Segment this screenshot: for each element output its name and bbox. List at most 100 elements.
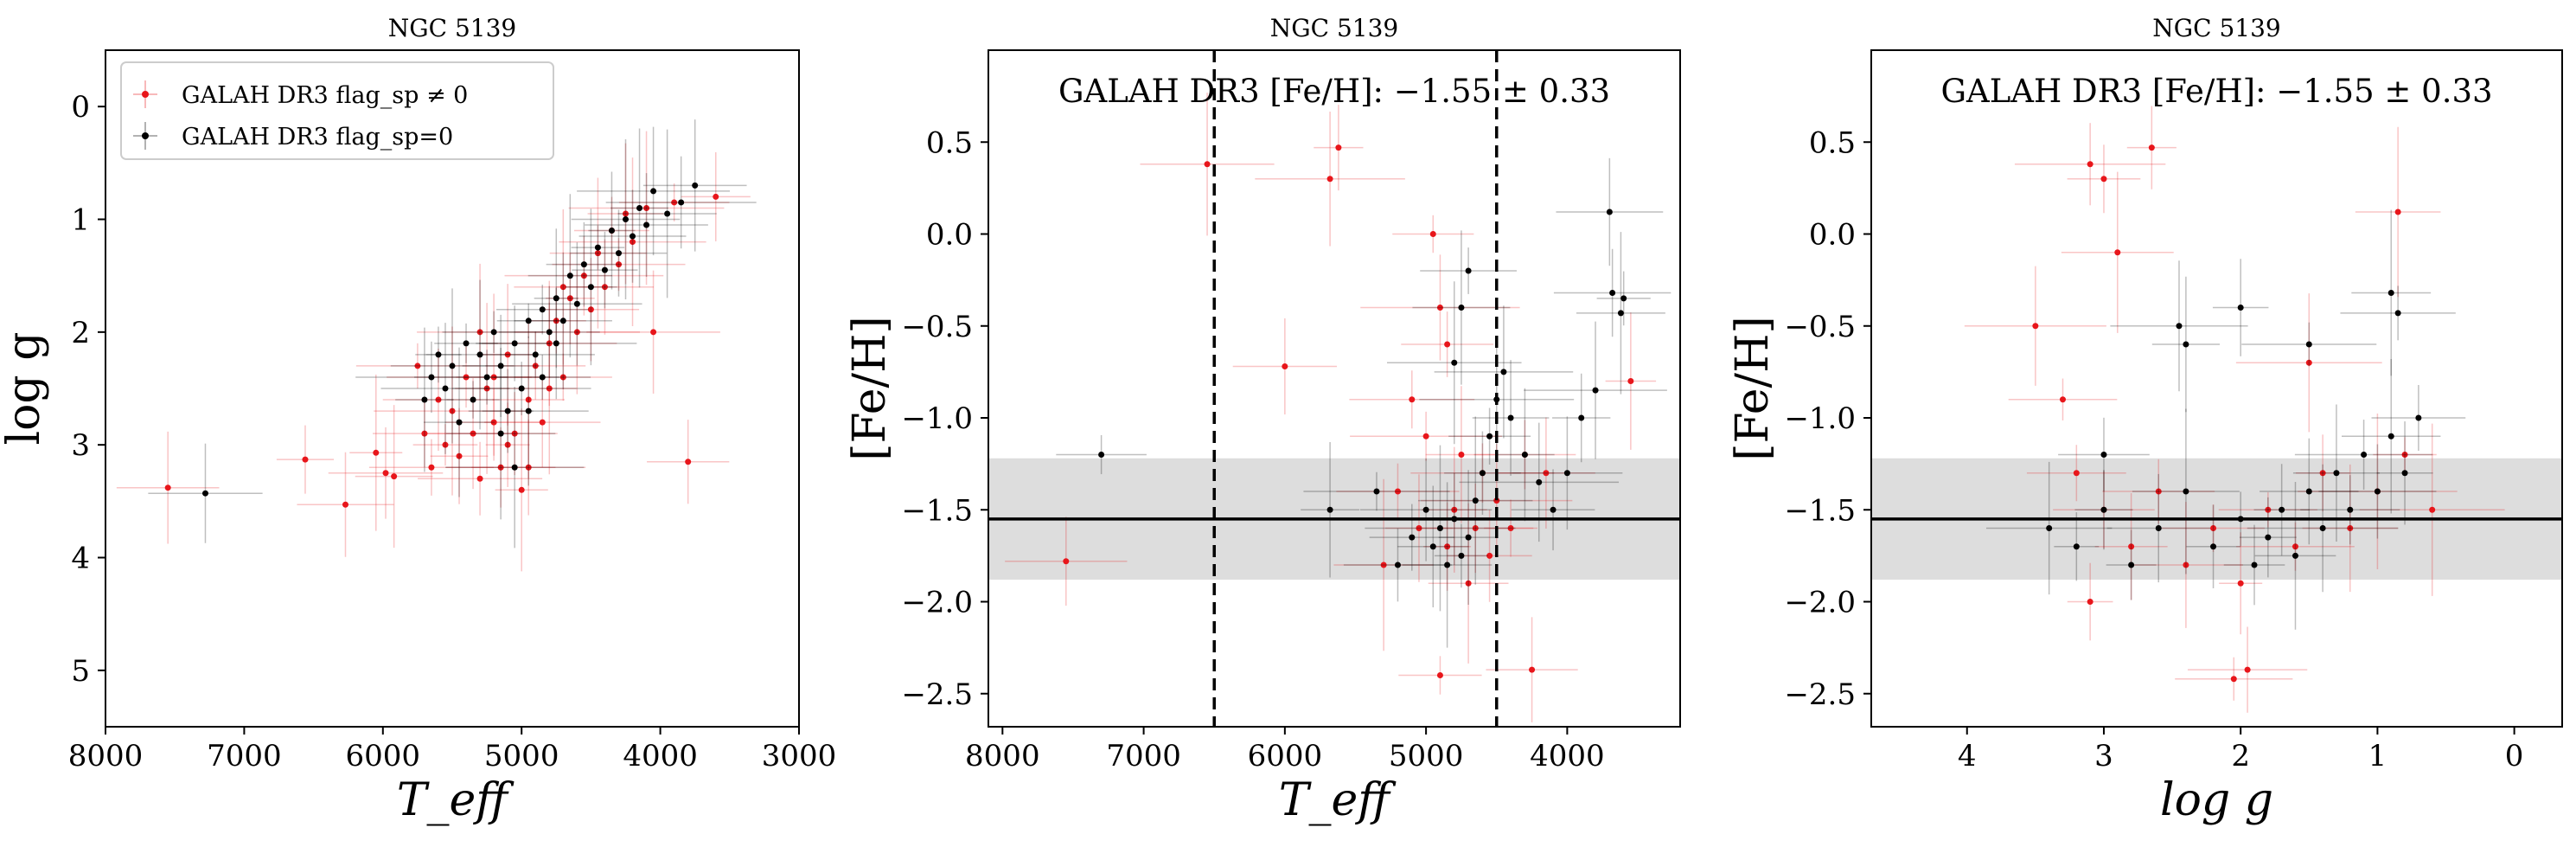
data-point: [559, 318, 566, 324]
x-tick-label: 4000: [623, 739, 698, 773]
data-point: [2387, 433, 2394, 440]
x-tick-label: 7000: [1106, 739, 1181, 773]
data-point: [421, 396, 428, 403]
data-point: [1436, 672, 1443, 678]
data-point: [442, 385, 449, 392]
data-point: [630, 233, 636, 240]
data-point: [490, 419, 497, 426]
data-point: [2183, 341, 2189, 348]
data-point: [2279, 506, 2285, 513]
data-point: [650, 329, 657, 336]
data-point: [1409, 396, 1416, 403]
data-point: [342, 501, 348, 508]
data-point: [1578, 414, 1585, 421]
data-point: [2100, 452, 2107, 458]
data-point: [2087, 161, 2093, 168]
y-tick-label: −1.0: [901, 401, 973, 436]
data-point: [449, 363, 456, 369]
series-0: [1005, 93, 1657, 722]
x-tick-label: 7000: [207, 739, 282, 773]
data-point: [1543, 470, 1550, 477]
data-point: [1394, 488, 1401, 495]
data-point: [664, 210, 671, 217]
data-point: [601, 284, 608, 291]
y-tick-label: −1.5: [901, 493, 973, 528]
x-axis-label: T_eff: [397, 774, 515, 826]
x-tick-label: 4: [1958, 739, 1977, 773]
y-tick-label: 0.5: [926, 125, 973, 160]
data-point: [539, 419, 546, 426]
y-tick-label: −2.0: [1784, 586, 1856, 620]
data-point: [587, 284, 594, 291]
data-point: [678, 199, 685, 206]
x-tick-label: 8000: [68, 739, 144, 773]
data-point: [2347, 506, 2354, 513]
y-tick-label: 4: [71, 542, 90, 576]
y-tick-label: −1.5: [1784, 493, 1856, 528]
data-point: [566, 273, 573, 279]
data-point: [2148, 144, 2155, 151]
data-point: [1529, 666, 1536, 673]
data-point: [456, 419, 463, 426]
data-point: [1204, 161, 1211, 168]
data-point: [1409, 534, 1416, 541]
data-point: [1550, 506, 1556, 513]
data-point: [532, 351, 539, 358]
data-point: [553, 295, 559, 302]
y-tick-label: −2.5: [901, 677, 973, 712]
data-point: [2183, 488, 2189, 495]
y-axis-label: log g: [0, 331, 50, 445]
data-point: [1451, 506, 1458, 513]
data-point: [476, 351, 483, 358]
y-tick-label: 0.0: [926, 218, 973, 253]
data-point: [623, 216, 629, 222]
data-point: [1609, 290, 1616, 296]
data-point: [580, 261, 587, 268]
data-point: [504, 407, 511, 414]
data-point: [685, 459, 692, 465]
data-point: [511, 464, 518, 471]
data-point: [2319, 525, 2326, 531]
data-point: [2073, 470, 2080, 477]
data-point: [1458, 452, 1465, 458]
data-point: [573, 300, 580, 307]
data-point: [1458, 305, 1465, 311]
data-point: [1373, 488, 1380, 495]
data-point: [1451, 359, 1458, 366]
data-point: [1394, 561, 1401, 568]
data-point: [539, 306, 546, 313]
data-point: [1486, 433, 1493, 440]
data-point: [1416, 525, 1422, 531]
data-point: [2394, 310, 2401, 317]
data-point: [373, 449, 380, 456]
data-point: [2128, 543, 2135, 550]
data-point: [1620, 295, 1627, 302]
data-point: [1521, 452, 1528, 458]
data-point: [1507, 525, 1514, 531]
data-point: [428, 374, 435, 381]
data-point: [2087, 599, 2093, 605]
x-axis-label: T_eff: [1279, 774, 1397, 826]
y-tick-label: 0.0: [1809, 218, 1856, 253]
data-point: [539, 374, 546, 381]
series-1: [148, 119, 757, 549]
data-point: [566, 295, 573, 302]
chart-title: NGC 5139: [2152, 14, 2280, 42]
data-point: [476, 329, 483, 336]
plot-area: [988, 50, 1680, 727]
data-point: [1592, 387, 1599, 394]
series-1: [1056, 157, 1672, 648]
data-point: [1627, 378, 1634, 384]
series-0: [116, 131, 751, 572]
data-point: [2265, 534, 2272, 541]
data-point: [1444, 561, 1451, 568]
x-tick-label: 6000: [1248, 739, 1323, 773]
data-point: [1429, 231, 1436, 237]
data-point: [463, 374, 470, 381]
data-point: [1436, 305, 1443, 311]
data-point: [553, 318, 559, 324]
data-point: [594, 244, 601, 251]
data-point: [1486, 552, 1493, 559]
data-point: [497, 464, 504, 471]
data-point: [2155, 525, 2162, 531]
